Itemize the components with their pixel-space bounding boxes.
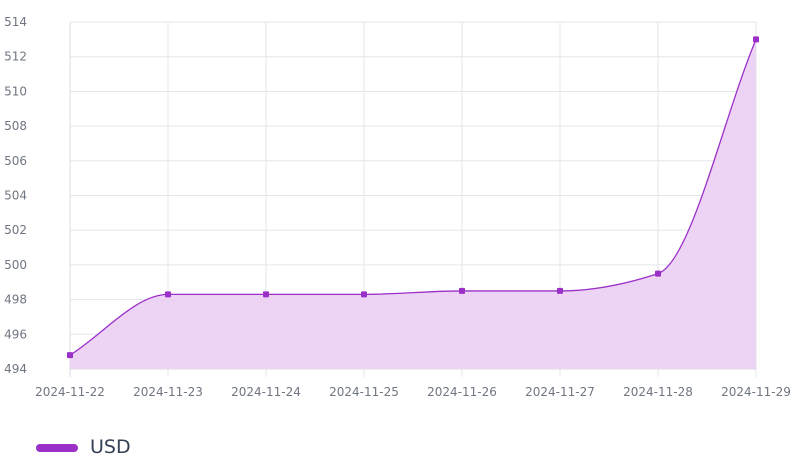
data-point-2024-11-25[interactable] xyxy=(361,291,367,298)
y-tick-label: 506 xyxy=(4,154,27,168)
y-tick-label: 498 xyxy=(4,293,27,307)
x-tick-label: 2024-11-28 xyxy=(623,385,693,399)
x-tick-label: 2024-11-23 xyxy=(133,385,203,399)
y-tick-label: 502 xyxy=(4,223,27,237)
y-tick-label: 494 xyxy=(4,362,27,376)
y-axis-tick-labels: 494 496 498 500 502 504 506 508 510 512 514 xyxy=(4,15,27,376)
y-tick-label: 514 xyxy=(4,15,27,29)
data-point-2024-11-23[interactable] xyxy=(165,291,171,298)
data-point-2024-11-22[interactable] xyxy=(67,352,73,359)
data-points xyxy=(67,36,759,359)
y-tick-label: 504 xyxy=(4,189,27,203)
series-area-usd xyxy=(70,39,756,369)
data-point-2024-11-24[interactable] xyxy=(263,291,269,298)
x-tick-label: 2024-11-29 xyxy=(721,385,791,399)
data-point-2024-11-27[interactable] xyxy=(557,287,563,294)
y-tick-label: 508 xyxy=(4,119,27,133)
series-line-usd xyxy=(69,39,757,356)
data-point-2024-11-29[interactable] xyxy=(753,36,759,43)
legend-label-usd: USD xyxy=(90,436,131,458)
x-tick-label: 2024-11-26 xyxy=(427,385,497,399)
data-point-2024-11-26[interactable] xyxy=(459,287,465,294)
y-tick-label: 510 xyxy=(4,84,27,98)
y-tick-label: 500 xyxy=(4,258,27,272)
y-tick-label: 496 xyxy=(4,327,27,341)
x-tick-label: 2024-11-27 xyxy=(525,385,595,399)
legend-swatch-usd xyxy=(36,443,78,452)
x-tick-label: 2024-11-24 xyxy=(231,385,301,399)
x-tick-label: 2024-11-25 xyxy=(329,385,399,399)
y-tick-label: 512 xyxy=(4,50,27,64)
data-point-2024-11-28[interactable] xyxy=(655,270,661,277)
legend[interactable]: USD xyxy=(36,438,131,457)
x-tick-label: 2024-11-22 xyxy=(35,385,105,399)
x-axis-tick-labels: 2024-11-22 2024-11-23 2024-11-24 2024-11-25… xyxy=(35,385,791,399)
